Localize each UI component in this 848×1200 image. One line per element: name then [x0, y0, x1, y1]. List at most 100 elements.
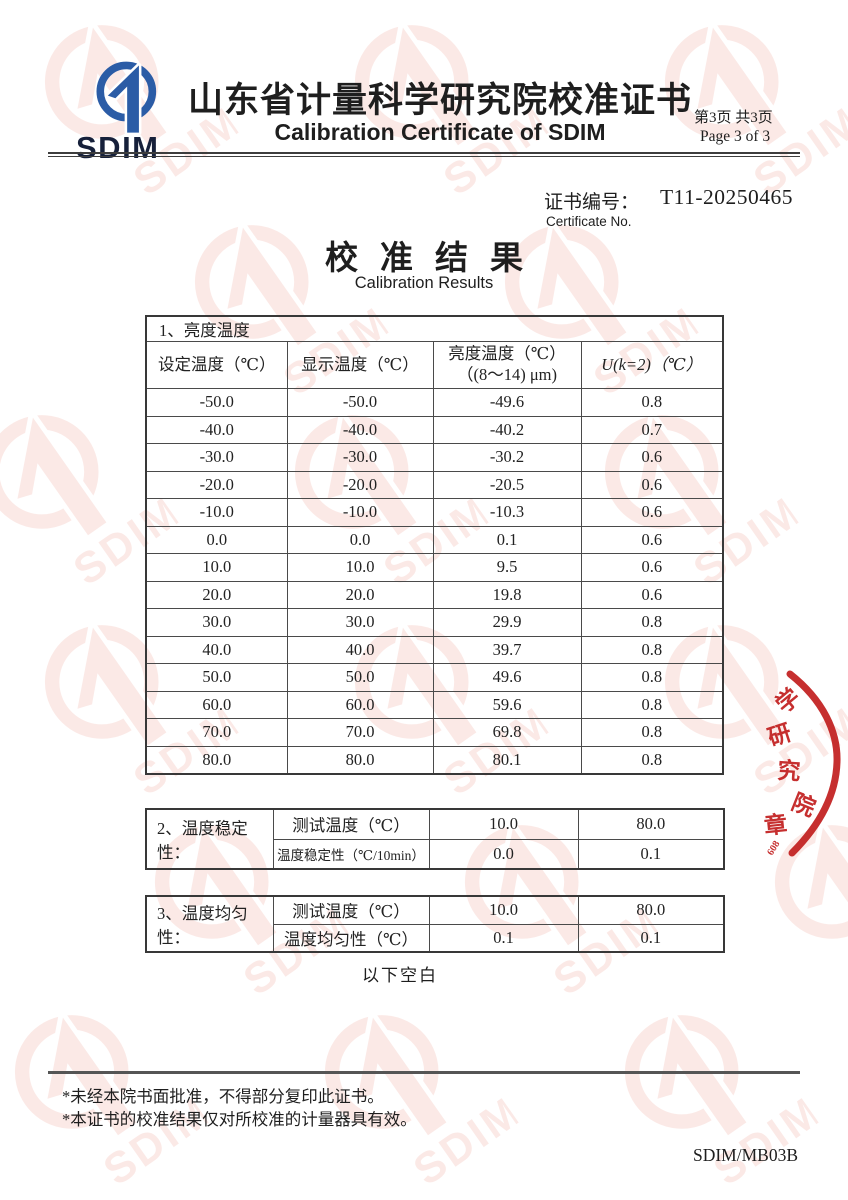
table-cell: 59.6: [432, 690, 582, 719]
table-cell: -40.0: [145, 415, 288, 444]
table-cell: 0.6: [580, 470, 724, 499]
footnote-2: *本证书的校准结果仅对所校准的计量器具有效。: [62, 1110, 417, 1129]
page-number-en: Page 3 of 3: [700, 128, 771, 145]
table-cell: 0.8: [580, 690, 724, 719]
table-cell: 0.0: [145, 525, 288, 554]
table-cell: 9.5: [432, 553, 582, 582]
table-cell: 60.0: [145, 690, 288, 719]
table-cell: -30.0: [145, 443, 288, 472]
results-heading-cn: 校准结果: [325, 241, 545, 277]
table-row: -40.0 -40.0 -40.2 0.7: [145, 415, 724, 444]
table-row: 40.0 40.0 39.7 0.8: [145, 635, 724, 664]
table-cell: 19.8: [432, 580, 582, 609]
table-row: -50.0 -50.0 -49.6 0.8: [145, 388, 724, 417]
table-cell: 0.1: [432, 525, 582, 554]
column-header: 显示温度（℃）: [286, 341, 434, 389]
sdim-watermark-icon: SDIM: [0, 963, 222, 1200]
column-header: 设定温度（℃）: [145, 341, 288, 389]
seal-number: 608: [765, 839, 782, 858]
table-cell: -40.2: [432, 415, 582, 444]
table-cell: -20.0: [145, 470, 288, 499]
table-row: 50.0 50.0 49.6 0.8: [145, 663, 724, 692]
footer-divider: [48, 1071, 800, 1074]
table-cell: 0.6: [580, 580, 724, 609]
seal-character: 究: [777, 757, 802, 785]
column-header: U(k=2)（℃）: [580, 341, 724, 389]
header-divider: [48, 152, 800, 157]
table-cell: 10.0: [145, 553, 288, 582]
table-row: -30.0 -30.0 -30.2 0.6: [145, 443, 724, 472]
certificate-no-label-cn: 证书编号：: [544, 192, 640, 213]
seal-character: 研: [765, 720, 795, 751]
table-cell: -50.0: [286, 388, 434, 417]
table-cell: -30.0: [286, 443, 434, 472]
table-cell: -49.6: [432, 388, 582, 417]
table-cell: 0.6: [580, 443, 724, 472]
table-cell: 69.8: [432, 718, 582, 747]
table-cell: 60.0: [286, 690, 434, 719]
table-cell: 80.0: [577, 895, 725, 925]
table-cell: 39.7: [432, 635, 582, 664]
table-row: 3、温度均匀性： 测试温度（℃） 10.0 80.0: [145, 895, 725, 953]
table-row: 70.0 70.0 69.8 0.8: [145, 718, 724, 747]
page-number-cn: 第3页 共3页: [694, 110, 773, 126]
table-cell: 0.1: [577, 923, 725, 953]
table-cell: 0.8: [580, 745, 724, 775]
table-row: 2、温度稳定性： 测试温度（℃） 10.0 80.0: [145, 808, 725, 870]
table-cell: 80.0: [577, 808, 725, 840]
table-cell: -10.0: [286, 498, 434, 527]
table-cell: 0.6: [580, 553, 724, 582]
svg-text:SDIM: SDIM: [705, 1086, 821, 1195]
row-label: 测试温度（℃）: [272, 895, 430, 925]
table-cell: -40.0: [286, 415, 434, 444]
logo-text: SDIM: [76, 130, 160, 162]
table-row: -20.0 -20.0 -20.5 0.6: [145, 470, 724, 499]
table-cell: 10.0: [286, 553, 434, 582]
table-cell: -20.0: [286, 470, 434, 499]
sdim-watermark-icon: SDIM: [276, 963, 532, 1200]
table-cell: 10.0: [428, 895, 579, 925]
table-row: 20.0 20.0 19.8 0.6: [145, 580, 724, 609]
blank-below-note: 以下空白: [362, 966, 438, 985]
certificate-number: T11-20250465: [660, 185, 793, 209]
table-cell: -10.0: [145, 498, 288, 527]
table-cell: 0.0: [428, 838, 579, 870]
certificate-title-cn: 山东省计量科学研究院校准证书: [187, 81, 692, 120]
table-cell: -30.2: [432, 443, 582, 472]
table-cell: 0.7: [580, 415, 724, 444]
table-cell: 80.0: [286, 745, 434, 775]
table-cell: -20.5: [432, 470, 582, 499]
table-cell: 40.0: [145, 635, 288, 664]
table-row: 30.0 30.0 29.9 0.8: [145, 608, 724, 637]
table-cell: 0.8: [580, 388, 724, 417]
table-cell: 70.0: [286, 718, 434, 747]
certificate-no-label-en: Certificate No.: [546, 214, 632, 229]
table-cell: 0.1: [577, 838, 725, 870]
table-row: 0.0 0.0 0.1 0.6: [145, 525, 724, 554]
table-cell: 49.6: [432, 663, 582, 692]
table-cell: 0.6: [580, 498, 724, 527]
temperature-stability-table: 2、温度稳定性： 测试温度（℃） 10.0 80.0 温度稳定性（℃/10min） 0.0…: [145, 808, 725, 870]
seal-character: 院: [788, 789, 819, 822]
svg-text:SDIM: SDIM: [405, 1086, 521, 1195]
seal-character: 章: [763, 811, 789, 839]
footnote-1: *未经本院书面批准，不得部分复印此证书。: [62, 1087, 384, 1106]
table-row: 10.0 10.0 9.5 0.6: [145, 553, 724, 582]
table-cell: 50.0: [286, 663, 434, 692]
table-cell: 0.8: [580, 635, 724, 664]
table-caption: 2、温度稳定性：: [145, 808, 274, 870]
table-cell: 30.0: [145, 608, 288, 637]
table-cell: 0.8: [580, 718, 724, 747]
table-cell: 70.0: [145, 718, 288, 747]
table-cell: 29.9: [432, 608, 582, 637]
table-cell: 20.0: [145, 580, 288, 609]
table-cell: 50.0: [145, 663, 288, 692]
table-row: -10.0 -10.0 -10.3 0.6: [145, 498, 724, 527]
document-code: SDIM/MB03B: [692, 1145, 798, 1165]
results-heading-en: Calibration Results: [354, 274, 494, 292]
table-cell: 0.0: [286, 525, 434, 554]
table-cell: 10.0: [428, 808, 579, 840]
temperature-uniformity-table: 3、温度均匀性： 测试温度（℃） 10.0 80.0 温度均匀性（℃） 0.1 0.1: [145, 895, 725, 953]
